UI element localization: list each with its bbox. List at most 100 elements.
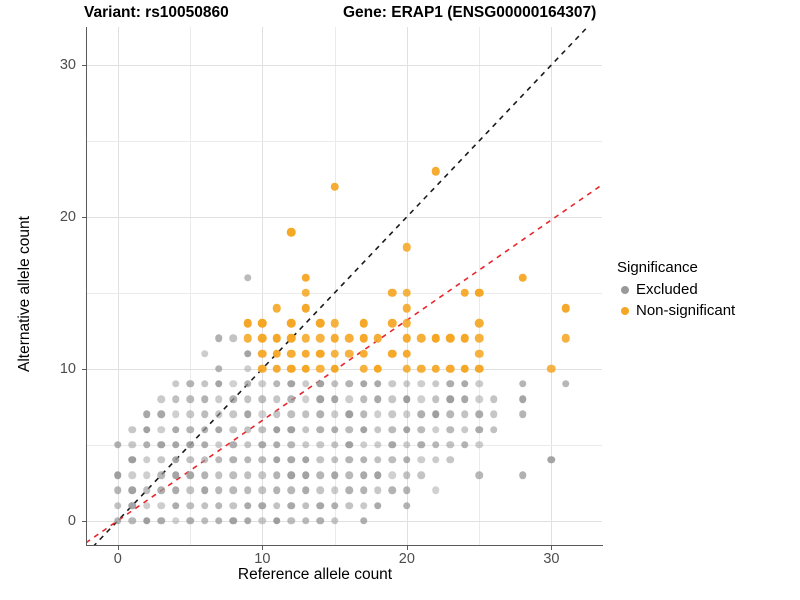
point-excluded [301,395,310,403]
point-excluded [215,501,223,510]
point-excluded [171,440,180,449]
point-non-significant [431,334,441,343]
point-excluded [142,425,151,434]
point-excluded [142,471,151,479]
point-excluded [432,395,440,403]
point-excluded [287,410,295,419]
point-non-significant [315,318,325,328]
point-non-significant [460,334,469,343]
point-non-significant [286,334,296,343]
point-excluded [316,410,324,419]
point-excluded [114,486,122,495]
legend-label: Non-significant [636,302,736,319]
reference-lines [86,27,602,545]
point-non-significant [330,364,339,374]
point-excluded [229,501,238,510]
point-excluded [200,501,209,510]
point-excluded [417,410,426,419]
x-tick [551,546,553,550]
point-excluded [142,440,151,449]
point-excluded [114,471,122,479]
gridline-vertical [334,27,336,545]
x-tick-label: 10 [254,551,271,567]
legend-item-excluded[interactable]: Excluded [617,279,797,300]
point-excluded [432,440,440,449]
point-non-significant [344,349,354,358]
point-excluded [244,516,252,525]
point-excluded [446,456,454,464]
point-excluded [388,456,397,464]
point-excluded [345,395,353,403]
point-excluded [200,425,209,434]
point-excluded [330,471,339,479]
point-excluded [200,486,209,495]
point-excluded [417,380,426,388]
point-non-significant [431,364,441,374]
point-excluded [446,410,454,419]
point-excluded [287,440,295,449]
point-non-significant [258,364,267,374]
point-excluded [374,440,382,449]
point-non-significant [272,349,282,358]
point-excluded [171,516,180,525]
point-excluded [330,516,339,525]
point-excluded [403,440,411,449]
point-non-significant [286,364,296,374]
point-excluded [345,440,353,449]
legend-item-non-significant[interactable]: Non-significant [617,300,797,321]
gridline-horizontal [86,140,602,142]
point-excluded [316,380,324,388]
point-excluded [475,471,483,479]
legend-title: Significance [617,259,698,276]
legend-dot-icon [621,285,629,294]
point-non-significant [402,318,412,328]
point-excluded [258,516,267,525]
point-non-significant [344,334,354,343]
point-excluded [345,410,353,419]
point-non-significant [474,334,484,343]
point-excluded [345,380,353,388]
point-excluded [157,440,165,449]
point-non-significant [286,349,296,358]
point-excluded [273,425,281,434]
point-excluded [489,425,498,434]
point-excluded [128,456,136,464]
point-excluded [258,486,267,495]
x-tick [262,546,264,550]
variant-title: Variant: rs10050860 [84,4,229,21]
point-non-significant [315,334,325,343]
plot-panel [86,27,602,545]
point-non-significant [388,318,397,328]
legend-rows: Excluded Non-significant [617,279,797,321]
point-excluded [244,349,252,358]
point-excluded [258,471,267,479]
point-excluded [229,516,238,525]
point-non-significant [402,288,412,298]
gridline-vertical [406,27,408,545]
x-tick-label: 30 [543,551,560,567]
point-excluded [287,425,295,434]
point-non-significant [258,349,267,358]
point-excluded [157,456,165,464]
point-excluded [301,456,310,464]
point-excluded [171,425,180,434]
point-excluded [258,425,267,434]
point-excluded [128,486,136,495]
point-non-significant [460,288,469,298]
point-non-significant [301,364,310,374]
legend-dot-icon [621,306,629,315]
point-excluded [403,425,411,434]
point-excluded [114,501,122,510]
point-excluded [157,486,165,495]
point-excluded [258,380,267,388]
point-excluded [330,456,339,464]
point-excluded [460,410,469,419]
point-excluded [142,410,151,419]
point-non-significant [561,334,571,343]
point-excluded [244,425,252,434]
point-non-significant [388,288,397,298]
gridline-vertical [190,27,192,545]
point-excluded [460,380,469,388]
legend-label: Excluded [636,281,698,298]
point-excluded [114,440,122,449]
